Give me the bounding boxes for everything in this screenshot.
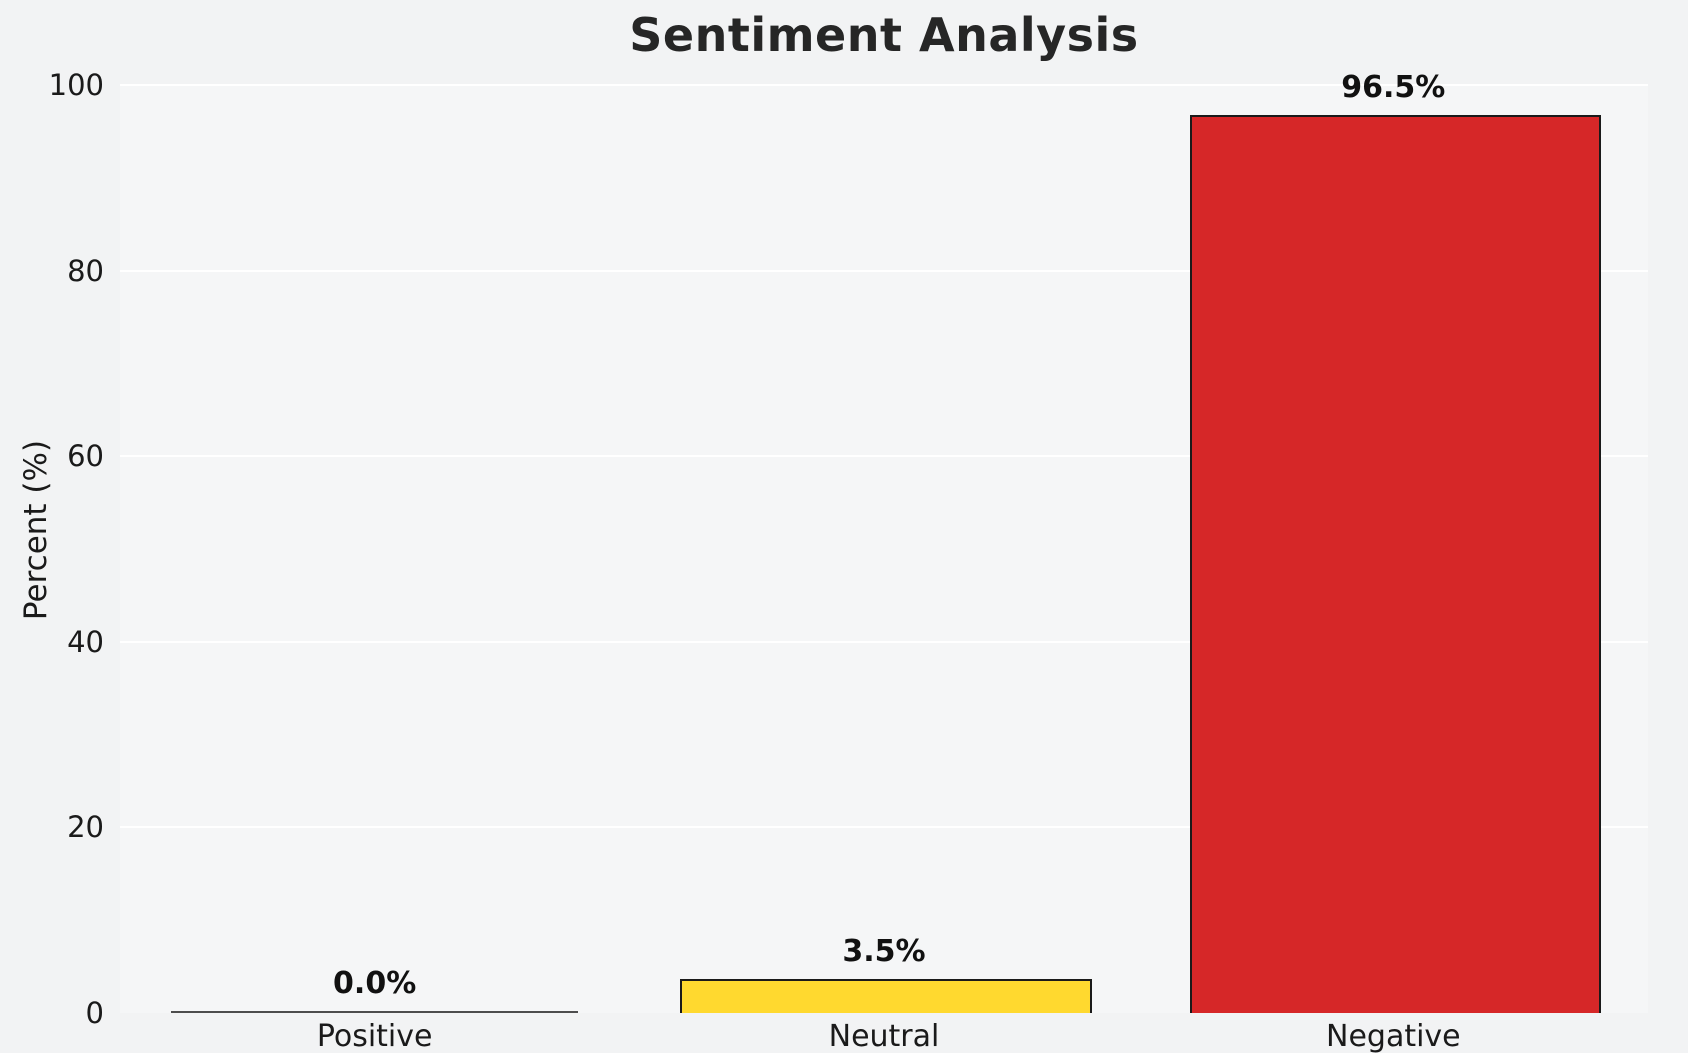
y-tick-label: 20 [67, 810, 104, 845]
chart-title: Sentiment Analysis [629, 8, 1139, 62]
bar-value-label: 0.0% [333, 966, 417, 1001]
x-tick-label: Positive [316, 1019, 433, 1053]
bar-positive [170, 1011, 579, 1013]
gridline [120, 826, 1648, 829]
bar-value-label: 96.5% [1341, 70, 1446, 106]
y-tick-label: 40 [67, 624, 104, 659]
x-tick-label: Neutral [828, 1019, 940, 1053]
plot-area: 0.0% Positive 3.5% Neutral 96.5% Negative [120, 70, 1648, 1053]
y-tick-label: 0 [85, 996, 104, 1030]
y-tick-label: 100 [48, 68, 104, 102]
x-tick-label: Negative [1326, 1019, 1461, 1053]
bar-negative [1189, 115, 1602, 1013]
gridline [120, 455, 1648, 458]
bar-neutral [680, 978, 1092, 1013]
gridline [120, 84, 1648, 86]
gridline [120, 269, 1648, 272]
y-tick-label: 60 [67, 439, 104, 474]
bar-value-label: 3.5% [842, 933, 926, 969]
y-tick-label: 80 [67, 253, 104, 288]
gridline [120, 640, 1648, 643]
